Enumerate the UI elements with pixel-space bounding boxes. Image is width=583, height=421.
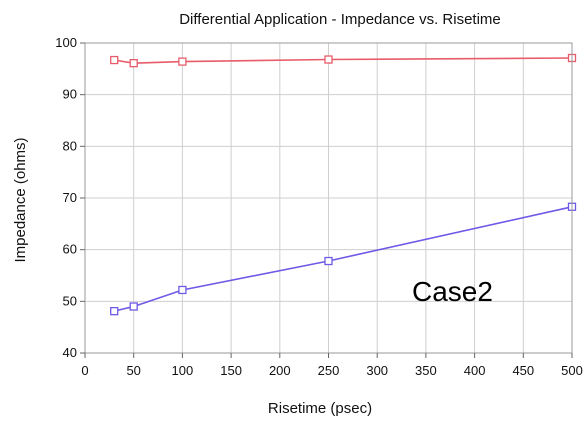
ticks: 0 50 100 150 200 250 300 350 400 450 500 40 50 60 70 80… (55, 35, 583, 378)
x-tick-label-6: 300 (366, 363, 388, 378)
series-1-point-1 (129, 302, 138, 311)
series-0-point-2 (178, 57, 187, 66)
x-tick-label-4: 200 (269, 363, 291, 378)
series-0 (110, 53, 577, 68)
series-1-point-3 (324, 256, 333, 266)
series-1-point-0 (110, 306, 119, 316)
grid (84, 42, 573, 354)
x-tick-label-3: 150 (220, 363, 242, 378)
y-tick-label-6: 100 (55, 35, 77, 50)
y-tick-label-4: 80 (63, 138, 77, 153)
series-0-point-1 (129, 59, 138, 68)
x-axis-label: Risetime (psec) (268, 400, 372, 417)
x-tick-label-0: 0 (81, 363, 88, 378)
series-group (110, 53, 577, 316)
y-tick-label-2: 60 (63, 242, 77, 257)
x-tick-label-5: 250 (318, 363, 340, 378)
series-0-point-3 (324, 55, 333, 64)
x-tick-label-8: 400 (464, 363, 486, 378)
x-tick-label-1: 50 (126, 363, 140, 378)
chart-title: Differential Application - Impedance vs.… (179, 11, 501, 28)
y-axis-label: Impedance (ohms) (12, 137, 29, 262)
x-tick-label-7: 350 (415, 363, 437, 378)
series-1 (110, 202, 577, 316)
series-0-point-0 (110, 55, 119, 65)
y-tick-label-1: 50 (63, 293, 77, 308)
y-tick-label-0: 40 (63, 345, 77, 360)
case-annotation: Case2 (412, 276, 493, 307)
x-tick-label-2: 100 (172, 363, 194, 378)
series-1-point-2 (178, 285, 187, 295)
x-tick-label-9: 450 (512, 363, 534, 378)
y-tick-label-5: 90 (63, 87, 77, 102)
y-tick-label-3: 70 (63, 190, 77, 205)
x-tick-label-10: 500 (561, 363, 583, 378)
